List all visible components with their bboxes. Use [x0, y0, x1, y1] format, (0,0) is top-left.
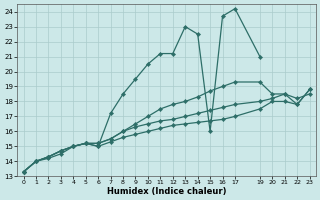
- X-axis label: Humidex (Indice chaleur): Humidex (Indice chaleur): [107, 187, 226, 196]
